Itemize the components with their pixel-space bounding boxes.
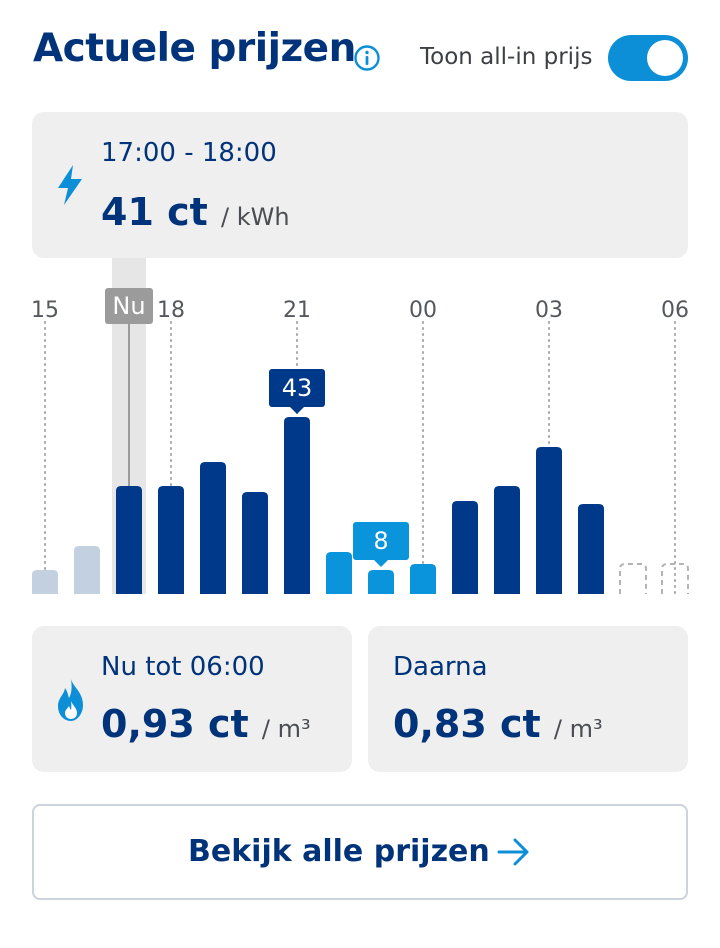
now-marker-badge	[105, 288, 153, 324]
now-marker-label: Nu	[112, 292, 145, 320]
x-tick-label: 21	[283, 298, 311, 323]
view-all-prices-label: Bekijk alle prijzen	[188, 834, 490, 869]
electricity-price-value: 41 ct	[101, 190, 208, 234]
gas-after-price-unit: / m³	[553, 715, 603, 743]
all-in-price-toggle[interactable]	[608, 35, 688, 81]
gas-now-price: 0,93 ct / m³	[101, 702, 311, 746]
bar-unknown	[619, 563, 647, 594]
gas-after-label: Daarna	[393, 652, 488, 682]
min-price-badge-label: 8	[373, 527, 388, 555]
bar-23[interactable]	[368, 570, 394, 594]
bar-20[interactable]	[242, 492, 268, 594]
bar-17[interactable]	[116, 486, 142, 594]
electricity-price-unit: / kWh	[221, 203, 290, 231]
bar-18[interactable]	[158, 486, 184, 594]
bar-22[interactable]	[326, 552, 352, 594]
info-icon[interactable]	[352, 43, 382, 73]
gas-price-now-card	[32, 626, 352, 772]
x-tick-label: 06	[661, 298, 689, 323]
gas-after-price: 0,83 ct / m³	[393, 702, 603, 746]
bar-unknown	[661, 563, 689, 594]
all-in-price-toggle-label: Toon all-in prijs	[420, 44, 593, 70]
lightning-bolt-icon	[58, 165, 82, 205]
gas-now-price-value: 0,93 ct	[101, 702, 249, 746]
electricity-price: 41 ct / kWh	[101, 190, 290, 234]
max-price-badge-pointer	[290, 407, 304, 414]
hourly-price-chart: 15 18 21 00 03 06 43 8 Nu	[31, 258, 689, 595]
gas-after-price-value: 0,83 ct	[393, 702, 541, 746]
bar-21[interactable]	[284, 417, 310, 594]
bar-04[interactable]	[578, 504, 604, 594]
view-all-prices-button[interactable]: Bekijk alle prijzen	[32, 804, 688, 900]
bar-00[interactable]	[410, 564, 436, 594]
toggle-knob	[647, 40, 683, 76]
x-tick-label: 00	[409, 298, 437, 323]
min-price-badge-pointer	[374, 560, 388, 567]
flame-icon	[58, 679, 83, 721]
bar-03[interactable]	[536, 447, 562, 594]
min-price-badge-box	[353, 522, 409, 560]
gas-price-after-card	[368, 626, 688, 772]
bar-19[interactable]	[200, 462, 226, 594]
x-tick-label: 18	[157, 298, 185, 323]
bar-15[interactable]	[32, 570, 58, 594]
x-tick-label: 15	[31, 298, 59, 323]
arrow-right-icon	[497, 838, 529, 866]
electricity-time-range: 17:00 - 18:00	[101, 138, 277, 168]
electricity-price-card	[32, 112, 688, 258]
gas-now-label: Nu tot 06:00	[101, 652, 265, 682]
bar-02[interactable]	[494, 486, 520, 594]
bar-16[interactable]	[74, 546, 100, 594]
x-tick-label: 03	[535, 298, 563, 323]
max-price-badge-box	[269, 369, 325, 407]
gas-now-price-unit: / m³	[261, 715, 311, 743]
bar-01[interactable]	[452, 501, 478, 594]
max-price-badge-label: 43	[282, 374, 313, 402]
page-title: Actuele prijzen	[33, 26, 356, 71]
